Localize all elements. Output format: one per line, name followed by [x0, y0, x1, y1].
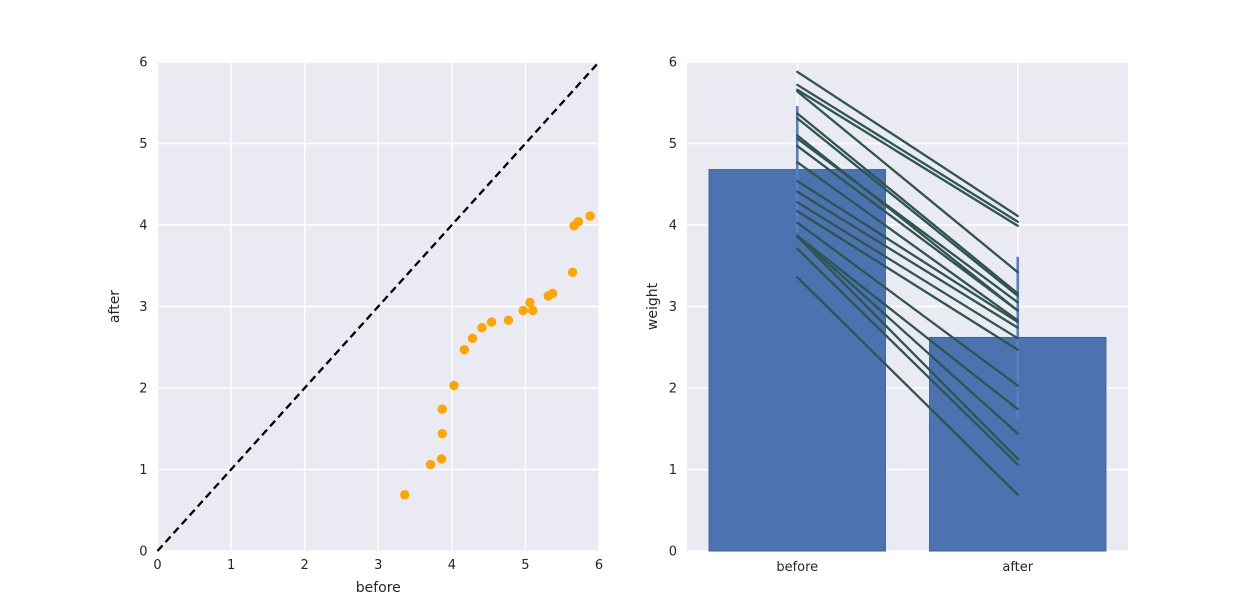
pair-line — [796, 88, 1019, 227]
scatter-point — [459, 344, 470, 355]
x-tick-label: 1 — [227, 558, 235, 573]
scatter-point — [547, 288, 558, 299]
pair-line — [796, 83, 1019, 223]
x-tick-label: 6 — [595, 558, 603, 573]
pair-line — [796, 161, 1019, 322]
scatter-point — [467, 333, 478, 343]
pair-line — [796, 134, 1019, 312]
scatter-point — [585, 211, 595, 221]
pair-line — [796, 221, 1019, 387]
pair-line — [796, 112, 1019, 295]
y-tick-label: 3 — [669, 300, 677, 315]
y-tick-label: 2 — [669, 382, 677, 397]
scatter-point — [567, 267, 578, 277]
scatter-point — [425, 459, 436, 470]
pair-line — [796, 209, 1019, 351]
scatter-point — [437, 428, 447, 439]
y-tick-label: 6 — [139, 56, 147, 71]
y-tick-label: 5 — [669, 137, 677, 152]
y-axis-label: weight — [645, 282, 661, 330]
pair-line — [796, 90, 1019, 274]
x-tick-label: 4 — [448, 558, 456, 573]
y-tick-label: 3 — [139, 300, 147, 315]
scatter-point — [528, 305, 538, 316]
scatter-point — [437, 404, 447, 414]
identity-line — [156, 61, 600, 552]
pair-line — [796, 201, 1019, 340]
scatter-point — [503, 315, 514, 326]
y-tick-label: 4 — [669, 219, 677, 234]
x-tick-label: 2 — [301, 558, 309, 573]
bar-panel: before after 0 1 2 3 4 5 6 weight — [645, 56, 1128, 575]
pair-line — [796, 247, 1019, 466]
pair-line — [796, 234, 1019, 411]
y-tick-label: 0 — [139, 545, 147, 560]
x-tick-label: 0 — [153, 558, 161, 573]
y-tick-label: 0 — [669, 545, 677, 560]
pair-line — [796, 234, 1019, 435]
y-tick-label: 6 — [669, 56, 677, 71]
x-tick-label: 3 — [374, 558, 382, 573]
scatter-point — [486, 317, 497, 327]
pair-line — [796, 276, 1019, 496]
y-tick-label: 1 — [139, 463, 147, 478]
scatter-point — [525, 297, 535, 308]
y-tick-label: 1 — [669, 463, 677, 478]
scatter-point — [477, 322, 487, 333]
y-tick-label: 5 — [139, 137, 147, 152]
pair-line — [796, 179, 1019, 324]
scatter-point — [518, 305, 528, 316]
bar-before — [708, 169, 886, 552]
pair-line — [796, 190, 1019, 329]
pair-line — [796, 117, 1019, 298]
x-tick-label: after — [1002, 560, 1033, 575]
x-axis-label: before — [356, 580, 401, 596]
pair-line — [796, 235, 1019, 461]
scatter-point — [449, 380, 459, 391]
x-tick-label: 5 — [521, 558, 529, 573]
scatter-point — [436, 454, 447, 464]
scatter-panel: 0 1 2 3 4 5 6 0 1 2 3 4 5 6 before after — [107, 56, 603, 597]
y-tick-label: 4 — [139, 219, 147, 234]
pair-line — [796, 70, 1019, 218]
x-tick-label: before — [776, 560, 818, 575]
pair-line — [796, 144, 1019, 312]
y-tick-label: 2 — [139, 382, 147, 397]
y-axis-label: after — [107, 290, 123, 323]
scatter-point — [400, 490, 410, 500]
scatter-point — [573, 217, 584, 227]
